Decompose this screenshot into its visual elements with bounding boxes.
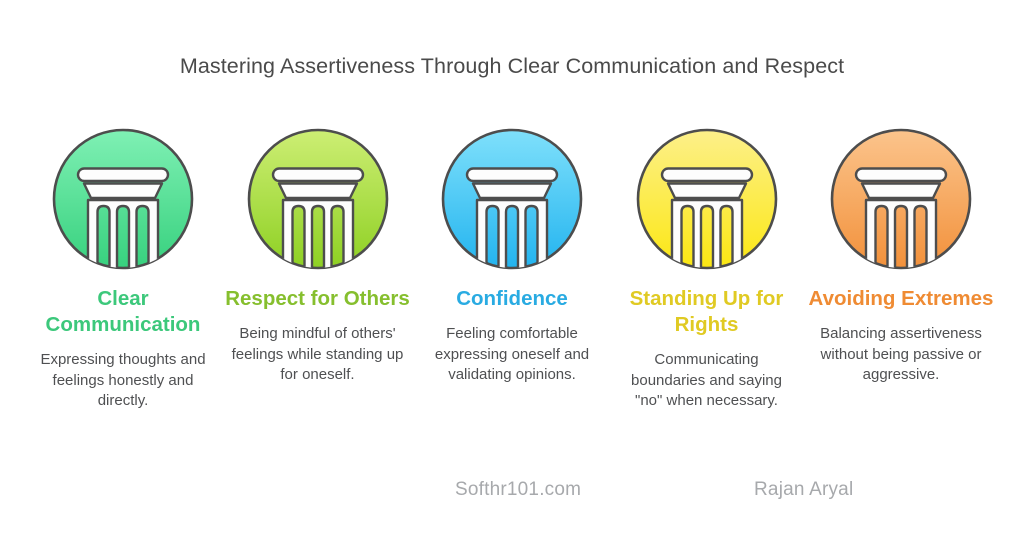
column-description: Balancing assertiveness without being pa… [820,325,982,383]
pillar-icon [441,128,583,270]
pillar-icon [636,128,778,270]
column-respect-for-others: Respect for Others Being mindful of othe… [221,128,415,386]
column-title: Respect for Others [225,287,410,310]
column-description: Being mindful of others' feelings while … [231,325,404,383]
column-title: Avoiding Extremes [808,287,994,310]
column-description: Feeling comfortable expressing oneself a… [434,325,590,383]
page-title: Mastering Assertiveness Through Clear Co… [179,54,845,78]
footer-site-label: Softhr101.com [455,479,582,500]
column-title: Confidence [456,287,568,310]
column-confidence: Confidence Feeling comfortable expressin… [415,128,609,386]
pillar-icon [830,128,972,270]
column-title: Clear Communication [45,287,201,336]
pillar-icon [52,128,194,270]
footer-author-label: Rajan Aryal [754,479,854,500]
column-clear-communication: Clear Communication Expressing thoughts … [26,128,220,412]
pillar-icon [247,128,389,270]
column-standing-up-for-rights: Standing Up for Rights Communicating bou… [610,128,804,412]
column-description: Expressing thoughts and feelings honestl… [40,351,206,409]
columns-row: Clear Communication Expressing thoughts … [26,128,998,412]
column-avoiding-extremes: Avoiding Extremes Balancing assertivenes… [804,128,998,386]
column-description: Communicating boundaries and saying "no"… [631,351,782,409]
column-title: Standing Up for Rights [629,287,784,336]
